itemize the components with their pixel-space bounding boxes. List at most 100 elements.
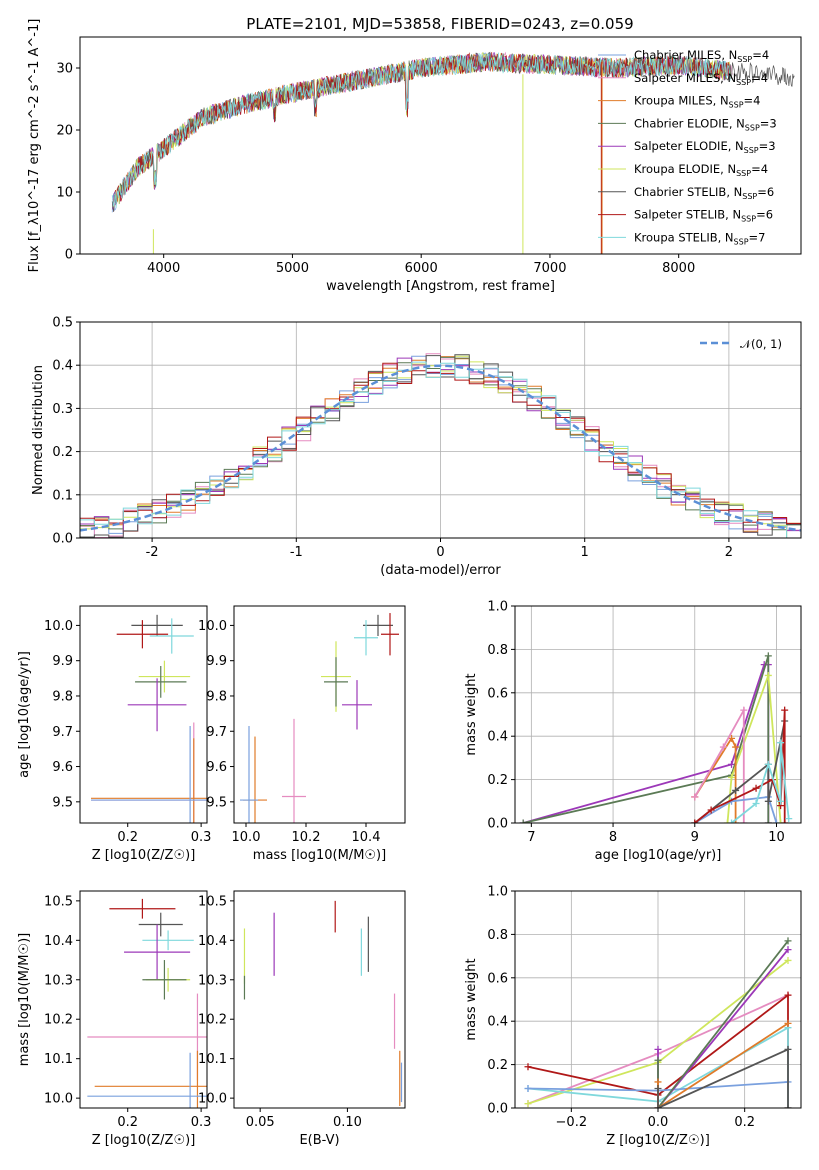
point-8 [91,738,207,823]
legend-subscript: SSP [737,55,752,64]
y-tick-label: 10.2 [198,1013,227,1028]
point-3 [149,618,194,654]
legend-subscript: SSP [742,192,757,201]
point-5 [324,657,348,707]
gaussian-curve [80,364,801,532]
x-tick-label: 0.05 [246,1115,275,1130]
legend-count: =7 [749,230,766,244]
y-tick-label: 9.6 [52,760,73,775]
legend-label: Kroupa ELODIE, NSSP=4 [634,162,768,178]
weight-marker [752,784,760,792]
y-axis-label: Normed distribution [31,365,46,495]
legend-subscript: SSP [734,237,749,246]
spectrum-panel: Chabrier MILES, NSSP=4 Salpeter MILES, NS… [27,19,802,294]
weight-line-2 [522,655,770,823]
point-9 [240,725,258,823]
y-axis-label: mass weight [464,958,479,1040]
y-tick-label: 0.6 [487,686,508,701]
weight-marker [785,815,793,823]
plot-area [240,613,399,823]
x-axis-label: mass [log10(M/M☉)] [253,848,386,863]
plot-area [87,898,207,1108]
x-axis-label: Z [log10(Z/Z☉)] [606,1133,710,1148]
legend-label: Kroupa STELIB, NSSP=7 [634,230,765,246]
weight-line-9 [657,1048,789,1108]
mass-vs-metallicity-panel: 0.2 0.3 10.0 10.1 10.2 10.3 10.4 10.5 Z [log10(Z… [17,890,211,1148]
weight-marker [784,956,792,964]
point-9 [87,1052,207,1108]
legend-subscript: SSP [736,169,751,178]
weight-line-8 [657,1022,789,1108]
legend-subscript: SSP [729,101,744,110]
plot-area [524,937,792,1108]
point-7 [282,718,306,823]
y-tick-label: 0.2 [487,1058,508,1073]
legend: Chabrier MILES, NSSP=4 Salpeter MILES, NS… [598,48,777,246]
plot-area [243,900,403,1107]
y-tick-label: 10.5 [44,894,73,909]
y-tick-label: 0.4 [487,730,508,745]
y-tick-label: 0 [65,248,73,263]
legend-label: Salpeter ELODIE, NSSP=3 [634,139,776,155]
weight-marker [654,1084,662,1092]
weight-marker [772,819,780,823]
axes-frame [79,36,802,255]
weight-marker [777,797,785,805]
weight-line-6 [694,796,778,823]
weight-marker [784,1045,792,1053]
y-tick-label: 30 [56,62,73,77]
legend-count: =4 [752,48,769,62]
legend-count: =3 [759,139,776,153]
point-6 [342,680,372,730]
x-axis-label: wavelength [Angstrom, rest frame] [326,279,555,294]
spectrum-line-9 [111,52,731,208]
weight-marker [524,1084,532,1092]
x-tick-label: 0.2 [117,1115,138,1130]
y-axis-label: mass weight [464,673,479,755]
weight-line-9 [730,742,790,823]
axes-frame [233,890,406,1109]
point-1 [363,614,393,636]
y-tick-label: 9.5 [52,795,73,810]
y-tick-label: 9.7 [206,725,227,740]
legend-count: =4 [751,162,768,176]
y-tick-label: 9.8 [52,689,73,704]
point-5 [135,665,187,698]
y-tick-label: 9.8 [206,689,227,704]
point-4 [124,924,191,980]
legend-count: =4 [751,71,768,85]
axes-frame [233,605,406,824]
x-tick-label: 0 [436,545,444,560]
y-tick-label: 10.4 [44,934,73,949]
weight-marker [719,743,727,751]
legend-count: =3 [760,116,777,130]
y-tick-label: 0.2 [52,445,73,460]
weight-marker [691,793,699,801]
weight-marker [781,706,789,714]
plot-area [91,614,207,823]
weight-marker [728,819,736,823]
y-tick-label: 1.0 [487,885,508,900]
plot-area [519,652,793,823]
y-tick-label: 9.6 [206,760,227,775]
residuals-panel: 𝒩(0, 1) -2 -1 0 1 2 0.0 0.1 0.2 0.3 0.4 0.5 (data-mo… [31,316,802,578]
legend-count: =6 [757,185,774,199]
y-tick-label: 1.0 [487,600,508,615]
weight-line-4 [694,736,737,823]
y-tick-label: 0.8 [487,643,508,658]
weight-marker [752,799,760,807]
weight-marker [777,819,785,823]
weight-marker [764,652,772,660]
y-tick-label: 9.5 [206,795,227,810]
figure-title: PLATE=2101, MJD=53858, FIBERID=0243, z=0… [246,15,633,33]
weight-marker [764,671,772,679]
weight-marker [764,819,772,823]
point-3 [354,620,378,656]
x-axis-label: E(B-V) [299,1133,339,1148]
x-axis-label: Z [log10(Z/Z☉)] [92,848,196,863]
y-tick-label: 0.6 [487,971,508,986]
x-tick-label: −0.2 [556,1115,588,1130]
weight-marker [728,760,736,768]
weight-marker [654,1056,662,1064]
